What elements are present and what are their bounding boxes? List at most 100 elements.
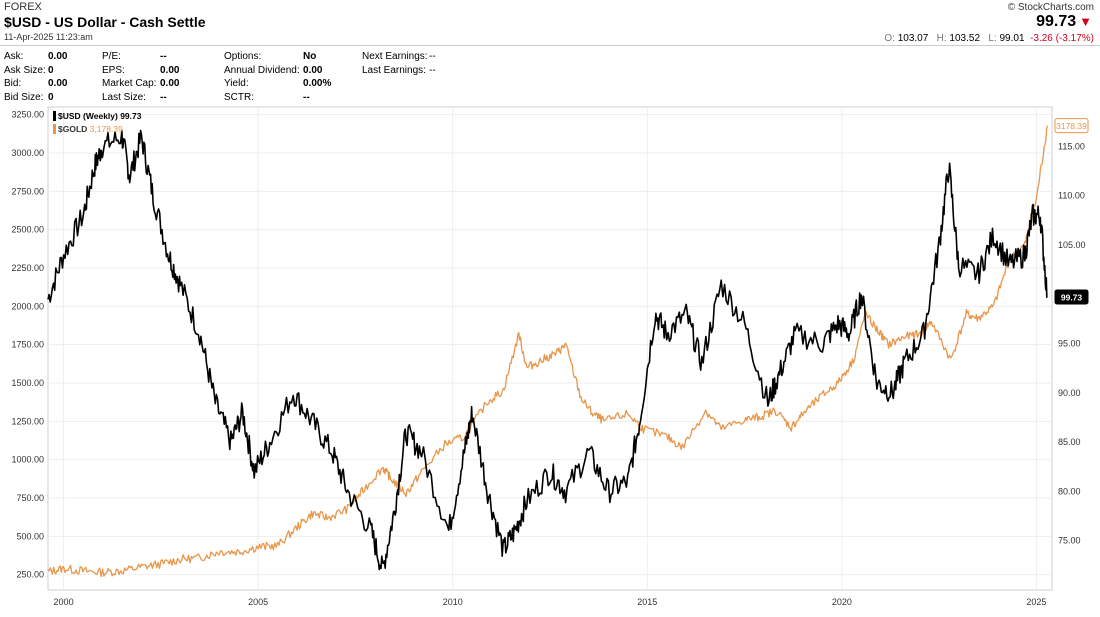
x-tick-label: 2010 xyxy=(443,597,463,607)
left-tick-label: 3250.00 xyxy=(11,110,44,120)
ohlc-line: O: 103.07 H: 103.52 L: 99.01 -3.26 (-3.1… xyxy=(884,33,1094,44)
stat-label: P/E: xyxy=(102,51,121,62)
x-tick-label: 2015 xyxy=(637,597,657,607)
x-tick-label: 2000 xyxy=(54,597,74,607)
stat-value: 0.00 xyxy=(160,78,180,90)
stat-value: 0.00 xyxy=(48,51,68,62)
stat-sctr: SCTR: -- xyxy=(224,91,331,105)
gold-series-line xyxy=(47,125,1048,578)
right-tick-label: 95.00 xyxy=(1058,339,1081,349)
plot-area xyxy=(47,106,1053,591)
stat-bid: Bid: 0.00 xyxy=(4,77,67,91)
stat-value: 0 xyxy=(48,91,54,103)
left-tick-label: 1500.00 xyxy=(11,378,44,388)
stat-label: Yield: xyxy=(224,78,249,90)
left-tick-label: 1750.00 xyxy=(11,340,44,350)
header-divider xyxy=(0,45,1100,46)
stat-label: Last Size: xyxy=(102,91,146,103)
timestamp: 11-Apr-2025 11:23:am xyxy=(4,32,93,42)
brand-label[interactable]: © StockCharts.com xyxy=(1007,2,1094,13)
left-tick-label: 2000.00 xyxy=(11,301,44,311)
last-value-box xyxy=(1054,289,1089,305)
stat-value: -- xyxy=(303,91,310,103)
stat-value: -- xyxy=(429,64,436,76)
legend-series-value: 99.73 xyxy=(120,111,142,121)
stat-value: 0.00% xyxy=(303,78,332,90)
stat-label: EPS: xyxy=(102,64,125,76)
stat-ask: Ask: 0.00 xyxy=(4,50,67,64)
price-chart[interactable]: 2000 2005 2010 2015 2020 2025 3250.00 3000.00 27… xyxy=(0,105,1100,617)
stat-label: Next Earnings: xyxy=(362,51,428,62)
stat-ask-size: Ask Size: 0 xyxy=(4,64,67,78)
last-price-value: 99.73 xyxy=(1036,13,1077,30)
left-tick-label: 500.00 xyxy=(16,531,44,541)
right-tick-label: 75.00 xyxy=(1058,536,1081,546)
left-tick-label: 1000.00 xyxy=(11,455,44,465)
usd-series-line xyxy=(47,129,1048,571)
legend-swatch xyxy=(53,111,56,121)
x-tick-label: 2020 xyxy=(832,597,852,607)
stats-col-3: Options: No Annual Dividend: 0.00 Yield: 0.… xyxy=(224,50,331,104)
exchange-category: FOREX xyxy=(4,1,42,13)
right-tick-label: 85.00 xyxy=(1058,437,1081,447)
left-tick-label: 2500.00 xyxy=(11,225,44,235)
stat-label: Options: xyxy=(224,51,262,62)
stat-bid-size: Bid Size: 0 xyxy=(4,91,67,105)
legend-label: $GOLD 3,178.39 xyxy=(58,124,123,134)
stat-last-earnings: Last Earnings: -- xyxy=(362,64,436,78)
gold-last-value-tag: 3178.39 xyxy=(1054,118,1089,134)
last-price: 99.73 ▼ xyxy=(1036,13,1092,31)
right-tick-label: 110.00 xyxy=(1058,191,1085,201)
stat-value: 0 xyxy=(48,64,54,76)
legend-series-name: $USD (Weekly) xyxy=(58,111,120,121)
stat-label: Ask Size: xyxy=(4,64,46,76)
stat-value: 0.00 xyxy=(48,78,68,90)
stat-eps: EPS: 0.00 xyxy=(102,64,179,78)
right-tick-label: 90.00 xyxy=(1058,388,1081,398)
stat-market-cap: Market Cap: 0.00 xyxy=(102,77,179,91)
stats-col-1: Ask: 0.00 Ask Size: 0 Bid: 0.00 Bid Size: 0 xyxy=(4,50,67,104)
open-label: O: xyxy=(884,33,895,44)
stat-label: Annual Dividend: xyxy=(224,64,300,76)
left-tick-label: 3000.00 xyxy=(11,148,44,158)
high-label: H: xyxy=(936,33,947,44)
stat-value: -- xyxy=(160,51,167,62)
stat-label: Bid Size: xyxy=(4,91,44,103)
left-tick-label: 750.00 xyxy=(16,493,44,503)
chart-title: $USD - US Dollar - Cash Settle xyxy=(4,14,206,30)
legend-series-value: 3,178.39 xyxy=(90,124,123,134)
down-arrow-icon: ▼ xyxy=(1079,14,1092,29)
stat-value: 0.00 xyxy=(160,64,180,76)
x-tick-label: 2005 xyxy=(248,597,268,607)
x-tick-label: 2025 xyxy=(1026,597,1046,607)
stat-value: -- xyxy=(429,51,436,62)
stat-yield: Yield: 0.00% xyxy=(224,77,331,91)
legend-series-name: $GOLD xyxy=(58,124,90,134)
stat-label: SCTR: xyxy=(224,91,254,103)
legend-label: $USD (Weekly) 99.73 xyxy=(58,111,142,121)
left-tick-label: 1250.00 xyxy=(11,416,44,426)
high-value: 103.52 xyxy=(949,33,981,44)
usd-last-value-tag: 99.73 xyxy=(1054,289,1089,305)
left-tick-label: 2250.00 xyxy=(11,263,44,273)
legend-gold: $GOLD 3,178.39 xyxy=(53,124,123,134)
low-label: L: xyxy=(988,33,997,44)
stat-value: No xyxy=(303,51,317,62)
stat-label: Last Earnings: xyxy=(362,64,426,76)
stat-label: Ask: xyxy=(4,51,24,62)
last-value-text: 3178.39 xyxy=(1056,121,1087,131)
stat-value: 0.00 xyxy=(303,64,323,76)
right-tick-label: 115.00 xyxy=(1058,141,1085,151)
stats-col-4: Next Earnings:-- Last Earnings: -- xyxy=(362,50,436,77)
low-value: 99.01 xyxy=(999,33,1025,44)
stat-options: Options: No xyxy=(224,50,331,64)
left-tick-label: 250.00 xyxy=(16,570,44,580)
left-tick-label: 2750.00 xyxy=(11,186,44,196)
stat-pe: P/E: -- xyxy=(102,50,179,64)
stat-label: Market Cap: xyxy=(102,78,157,90)
legend-swatch xyxy=(53,124,56,134)
stat-value: -- xyxy=(160,91,167,103)
last-value-box xyxy=(1054,118,1089,134)
right-tick-label: 80.00 xyxy=(1058,486,1081,496)
stat-annual-dividend: Annual Dividend: 0.00 xyxy=(224,64,331,78)
